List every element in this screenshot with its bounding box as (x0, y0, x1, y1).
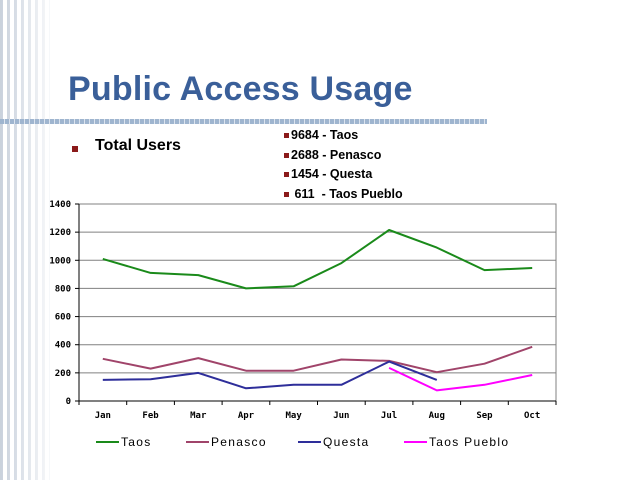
y-tick-label: 1000 (49, 256, 71, 266)
y-tick-label: 200 (55, 369, 71, 379)
x-tick-label: Jun (333, 411, 349, 421)
legend-label: Questa (323, 435, 370, 449)
total-item: 2688 - Penasco (284, 146, 403, 166)
series-line (102, 229, 533, 290)
legend-label: Penasco (211, 435, 267, 449)
slide-title: Public Access Usage (68, 70, 413, 108)
total-item-text: 9684 - Taos (291, 128, 359, 142)
y-tick-label: 600 (55, 313, 71, 323)
bullet-marker (72, 146, 78, 152)
y-tick-label: 0 (66, 397, 71, 407)
y-tick-label: 1200 (49, 228, 71, 238)
x-tick-label: Mar (190, 411, 207, 421)
series-line (102, 345, 533, 374)
totals-list: 9684 - Taos 2688 - Penasco 1454 - Questa… (284, 126, 403, 204)
y-tick-label: 800 (55, 284, 71, 294)
bullet-square (284, 152, 289, 158)
total-item-text: 611 - Taos Pueblo (291, 186, 403, 201)
bullet-square (284, 133, 289, 139)
x-tick-label: Jan (95, 411, 111, 421)
x-tick-label: May (286, 411, 303, 421)
total-users-label: Total Users (95, 137, 181, 154)
background-stripes (0, 0, 50, 480)
x-tick-label: Feb (142, 411, 159, 421)
y-tick-label: 400 (55, 341, 71, 351)
x-tick-label: Apr (238, 411, 255, 421)
legend-label: Taos Pueblo (429, 435, 509, 449)
series-line (102, 360, 438, 390)
x-tick-label: Oct (524, 411, 540, 421)
total-item: 9684 - Taos (284, 126, 403, 146)
y-tick-label: 1400 (49, 200, 71, 210)
bullet-square (284, 191, 289, 197)
total-item-text: 2688 - Penasco (291, 147, 382, 162)
title-divider (0, 119, 487, 124)
series-line (388, 366, 533, 392)
total-item: 1454 - Questa (284, 165, 403, 185)
x-tick-label: Jul (381, 411, 397, 421)
legend-label: Taos (121, 435, 152, 449)
bullet-square (284, 172, 289, 178)
total-item: 611 - Taos Pueblo (284, 185, 403, 205)
total-item-text: 1454 - Questa (291, 167, 373, 181)
x-tick-label: Aug (429, 411, 445, 421)
plot-area (78, 203, 557, 402)
x-tick-label: Sep (476, 411, 493, 421)
